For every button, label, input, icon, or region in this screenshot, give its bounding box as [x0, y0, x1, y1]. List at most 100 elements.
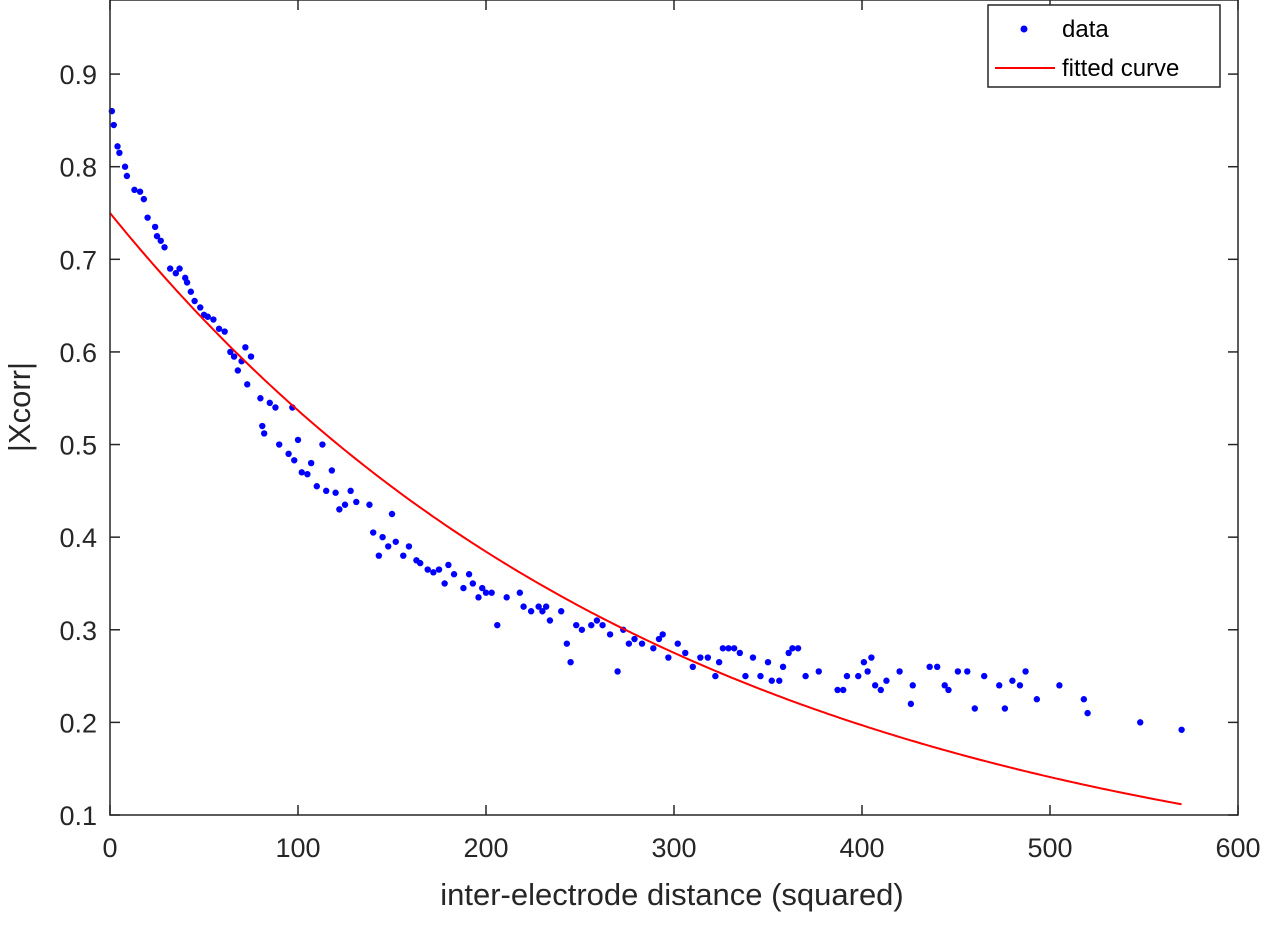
data-point [757, 672, 764, 680]
x-tick-label: 400 [839, 833, 884, 863]
data-point [864, 668, 871, 675]
data-point [424, 566, 431, 573]
x-tick-label: 300 [651, 833, 696, 863]
data-point [785, 649, 792, 657]
data-point [855, 672, 862, 680]
data-point [650, 645, 657, 652]
data-point [779, 663, 787, 671]
data-point [307, 459, 315, 467]
data-point [323, 487, 330, 495]
data-point [260, 430, 268, 437]
legend-label-fitted-curve: fitted curve [1062, 55, 1179, 82]
data-point [161, 244, 168, 251]
data-point [272, 404, 279, 411]
data-point [588, 621, 595, 629]
data-point [392, 538, 399, 545]
data-point [1016, 682, 1024, 689]
x-tick-label: 0 [102, 833, 117, 863]
data-point [941, 682, 948, 689]
data-point [1009, 677, 1016, 684]
data-point [385, 543, 392, 550]
data-point [802, 672, 809, 680]
data-point [460, 584, 467, 592]
data-point [191, 297, 198, 305]
data-point [926, 663, 933, 671]
data-point [539, 608, 546, 615]
data-point [1033, 696, 1041, 703]
data-point [341, 501, 349, 508]
data-point [776, 677, 783, 684]
data-point [1080, 696, 1088, 703]
data-point [304, 470, 311, 478]
data-point [520, 603, 527, 610]
data-point [347, 487, 354, 495]
fitted-curve-line [109, 212, 1182, 806]
data-point [563, 640, 571, 647]
data-point [379, 533, 386, 541]
data-point [840, 686, 847, 694]
data-point [430, 569, 437, 576]
data-point [606, 631, 614, 638]
data-point [183, 279, 191, 286]
data-point [405, 543, 413, 550]
data-point [730, 645, 738, 652]
data-point [494, 621, 501, 629]
x-tick-label: 200 [463, 833, 508, 863]
y-tick-label: 0.4 [59, 523, 97, 553]
data-point [336, 506, 343, 513]
data-point [546, 617, 554, 624]
y-tick-label: 0.1 [59, 801, 97, 831]
data-point [599, 621, 606, 629]
data-point [259, 422, 266, 430]
data-point [516, 589, 524, 596]
data-point [631, 635, 638, 643]
data-point [964, 668, 971, 675]
data-point [907, 700, 915, 708]
data-point [400, 552, 407, 559]
data-point [435, 566, 443, 573]
data-point [475, 594, 482, 601]
data-point [665, 654, 672, 661]
data-point [221, 328, 228, 335]
legend-marker-data [1020, 25, 1028, 33]
plot-area [110, 0, 1238, 815]
data-point [114, 143, 121, 150]
x-tick-label: 500 [1027, 833, 1072, 863]
data-point [210, 316, 217, 323]
data-point [332, 489, 339, 496]
data-point [465, 571, 473, 578]
y-axis-label: |Xcorr| [2, 362, 37, 452]
data-point [116, 149, 123, 157]
y-tick-label: 0.2 [59, 708, 97, 738]
legend-box [987, 4, 1221, 88]
data-point [244, 381, 251, 388]
data-point [144, 214, 151, 221]
legend-label-data: data [1062, 16, 1109, 43]
data-point [503, 594, 510, 601]
data-point [298, 469, 305, 476]
data-point [567, 658, 574, 666]
data-point [896, 668, 903, 675]
data-point [542, 603, 550, 610]
data-point [843, 672, 851, 680]
data-point [328, 467, 336, 474]
y-tick-label: 0.7 [59, 245, 97, 275]
x-tick-label: 100 [275, 833, 320, 863]
data-point [319, 441, 326, 448]
data-point [527, 608, 535, 615]
data-point [614, 668, 621, 675]
data-point [469, 580, 477, 587]
data-point [954, 668, 962, 675]
data-point [172, 270, 179, 277]
data-point [215, 325, 223, 332]
data-point [136, 188, 144, 195]
data-point [131, 186, 138, 194]
data-point [764, 658, 772, 666]
data-point [558, 608, 565, 615]
data-point [971, 705, 978, 712]
data-point [789, 645, 796, 652]
data-point [573, 621, 580, 629]
data-point [996, 682, 1003, 689]
x-axis-label: inter-electrode distance (squared) [440, 877, 904, 912]
